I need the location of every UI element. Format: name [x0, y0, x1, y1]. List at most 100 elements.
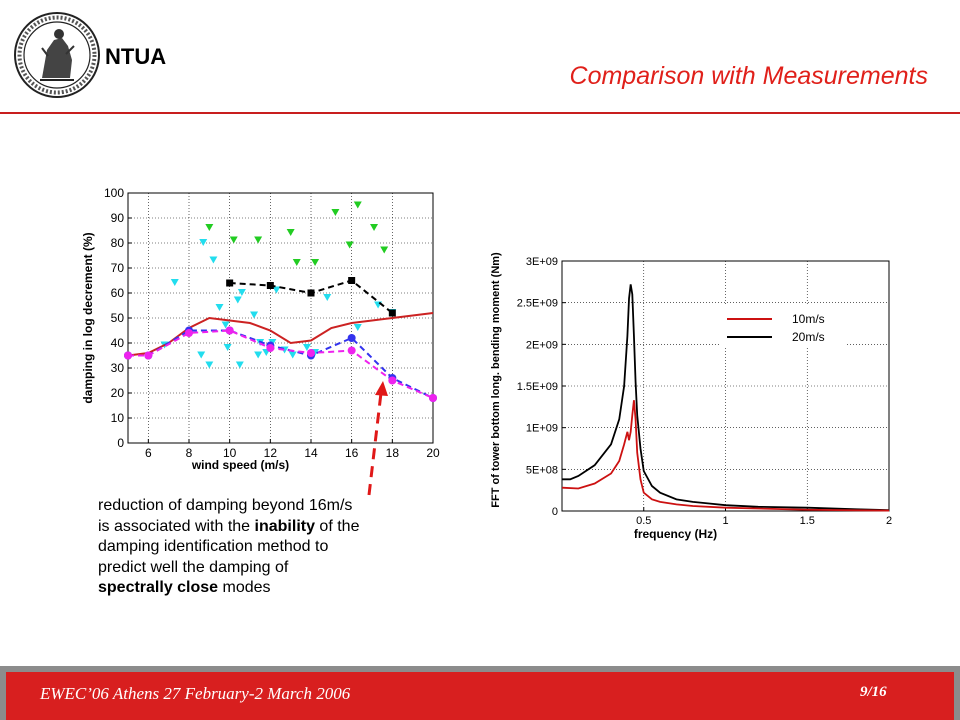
series-point-5	[124, 351, 132, 360]
scatter-point-0	[286, 229, 295, 236]
scatter-point-1	[288, 351, 297, 359]
scatter-point-0	[205, 224, 214, 231]
scatter-point-0	[254, 236, 263, 244]
x-tick-label: 14	[304, 446, 318, 460]
series-point-3	[307, 289, 315, 297]
scatter-point-1	[254, 351, 263, 359]
y-tick-label: 3E+09	[526, 256, 558, 268]
footer-conference: EWEC’06 Athens 27 February-2 March 2006	[40, 684, 351, 703]
x-tick-label: 10	[223, 446, 237, 460]
scatter-point-1	[233, 296, 242, 304]
y-tick-label: 1.5E+09	[517, 381, 558, 393]
x-axis-label: wind speed (m/s)	[191, 458, 289, 472]
series-line-2	[127, 312, 434, 357]
legend-box	[719, 305, 847, 347]
scatter-point-0	[229, 236, 238, 244]
legend-label: 20m/s	[792, 330, 825, 344]
series-point-3	[226, 279, 234, 287]
x-tick-label: 2	[886, 515, 892, 527]
slide-title: Comparison with Measurements	[569, 62, 928, 90]
series-point-5	[144, 351, 153, 360]
scatter-point-1	[221, 321, 230, 329]
y-tick-label: 10	[111, 411, 125, 425]
series-point-5	[307, 349, 315, 357]
note-bold-spectrally-close: spectrally close	[98, 579, 219, 596]
series-point-5	[347, 346, 356, 355]
page-number: 9/16	[860, 684, 887, 700]
scatter-point-0	[292, 259, 301, 266]
x-tick-label: 1.5	[800, 515, 815, 527]
legend-label: 10m/s	[792, 312, 825, 326]
y-tick-label: 100	[104, 186, 124, 200]
footer-bar	[6, 672, 954, 720]
y-tick-label: 50	[111, 311, 125, 325]
note-line-5: spectrally close modes	[98, 578, 458, 599]
scatter-point-0	[353, 201, 362, 209]
y-tick-label: 40	[111, 336, 125, 350]
series-point-5	[266, 344, 275, 352]
scatter-point-1	[215, 304, 224, 311]
series-point-5	[185, 329, 193, 337]
y-tick-label: 60	[111, 286, 125, 300]
fft-chart: 0 5E+08 1E+09 1.5E+09 2E+09 2.5E+09 3E+09 0.5 1 1…	[490, 252, 892, 541]
y-tick-label: 2.5E+09	[517, 298, 558, 310]
ntua-logo-seal	[14, 12, 100, 98]
scatter-point-0	[331, 209, 340, 216]
series-line-10m/s	[561, 400, 890, 512]
note-line-2: is associated with the inability of the	[98, 517, 458, 538]
scatter-point-1	[272, 286, 281, 294]
x-tick-label: 8	[186, 446, 193, 460]
scatter-point-0	[345, 241, 354, 249]
pointer-arrow-head	[375, 381, 388, 396]
note-line-4: predict well the damping of	[98, 558, 289, 576]
pointer-arrow	[367, 381, 388, 496]
series-point-3	[388, 309, 396, 317]
series-point-5	[429, 394, 437, 402]
series-point-3	[266, 282, 274, 289]
y-axis-label: damping in log decrement (%)	[81, 232, 95, 403]
x-tick-label: 16	[345, 446, 359, 460]
note-line-2-tail: of the	[314, 517, 360, 535]
scatter-point-1	[205, 361, 214, 369]
series-point-3	[348, 277, 356, 284]
y-tick-label: 30	[111, 361, 125, 375]
scatter-point-1	[250, 311, 259, 319]
explanation-note: reduction of damping beyond 16m/s is ass…	[98, 496, 458, 599]
scatter-point-1	[197, 351, 206, 359]
damping-chart: 0 10 20 30 40 50 60 70 80 90 100 6 8 10 12 14 16 18 20 wind…	[81, 186, 440, 472]
note-line-5-tail: modes	[218, 579, 271, 596]
y-tick-label: 80	[111, 236, 125, 250]
x-tick-label: 18	[386, 446, 400, 460]
scatter-point-1	[170, 279, 179, 286]
x-tick-label: 6	[145, 446, 152, 460]
note-line-3: damping identification method to	[98, 538, 329, 555]
series-point-5	[225, 326, 234, 335]
y-tick-label: 90	[111, 211, 125, 225]
scatter-point-1	[237, 289, 246, 296]
scatter-point-1	[323, 294, 332, 301]
series-point-5	[388, 376, 397, 385]
series-point-4	[347, 334, 356, 342]
y-tick-label: 0	[552, 506, 558, 518]
x-tick-label: 1	[722, 515, 728, 527]
x-axis-label: frequency (Hz)	[634, 527, 717, 541]
scatter-point-0	[380, 246, 389, 254]
x-tick-label: 0.5	[636, 515, 651, 527]
y-tick-label: 70	[111, 261, 125, 275]
scatter-point-1	[223, 344, 232, 351]
x-tick-label: 20	[426, 446, 440, 460]
title-divider	[0, 112, 960, 114]
series-line-20m/s	[562, 284, 890, 512]
y-tick-label: 5E+08	[526, 464, 558, 476]
scatter-point-0	[311, 259, 320, 266]
scatter-point-1	[353, 324, 362, 331]
org-name: NTUA	[105, 44, 167, 69]
note-line-2-text: is associated with the	[98, 517, 255, 535]
scatter-point-1	[209, 256, 218, 264]
scatter-point-1	[302, 344, 311, 351]
y-tick-label: 2E+09	[526, 339, 558, 351]
scatter-point-0	[370, 224, 379, 231]
y-tick-label: 1E+09	[526, 423, 558, 435]
note-line-1: reduction of damping beyond 16m/s	[98, 497, 353, 514]
scatter-point-1	[199, 239, 208, 246]
